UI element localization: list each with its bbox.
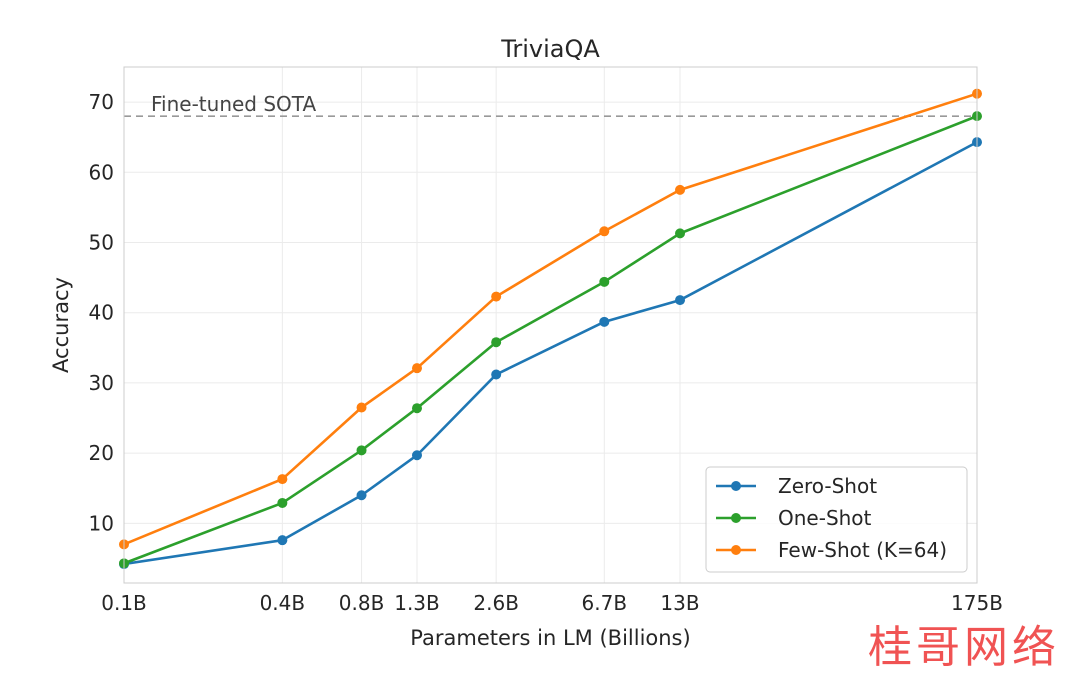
x-tick-label: 0.4B <box>260 591 306 615</box>
y-tick-label: 70 <box>89 90 114 114</box>
data-point-one-shot <box>411 403 422 414</box>
x-axis-ticks: 0.1B 0.4B 0.8B 1.3B 2.6B 6.7B 13B 175B <box>101 591 1003 615</box>
data-point-zero-shot <box>277 535 288 546</box>
data-point-zero-shot <box>675 295 686 306</box>
data-point-few-shot-k-64 <box>277 474 288 485</box>
y-axis-ticks: 10 20 30 40 50 60 70 <box>89 90 114 535</box>
data-point-few-shot-k-64 <box>599 226 610 237</box>
series-line-few-shot-k-64 <box>123 92 978 546</box>
data-point-one-shot <box>356 445 367 456</box>
x-tick-label: 175B <box>951 591 1003 615</box>
data-point-few-shot-k-64 <box>675 184 686 195</box>
x-tick-label: 0.1B <box>101 591 147 615</box>
chart-title: TriviaQA <box>500 35 600 63</box>
reference-line-group: Fine-tuned SOTA <box>124 92 977 117</box>
x-tick-label: 6.7B <box>582 591 628 615</box>
x-tick-label: 2.6B <box>473 591 519 615</box>
series-line-one-shot <box>123 114 978 565</box>
data-point-one-shot <box>599 276 610 287</box>
fine-tuned-sota-label: Fine-tuned SOTA <box>151 92 316 116</box>
x-tick-label: 0.8B <box>339 591 385 615</box>
series <box>119 88 982 570</box>
watermark-text: 桂哥网络 <box>868 622 1060 673</box>
legend-swatch-marker <box>731 545 741 555</box>
x-axis-label: Parameters in LM (Billions) <box>410 626 690 650</box>
y-tick-label: 10 <box>89 511 114 535</box>
legend-swatch-marker <box>731 481 741 491</box>
plot-frame <box>123 66 978 584</box>
series-few-shot-k-64 <box>119 88 982 550</box>
data-point-zero-shot <box>411 450 422 461</box>
y-tick-label: 50 <box>89 231 114 255</box>
series-one-shot <box>119 111 982 569</box>
data-point-few-shot-k-64 <box>411 363 422 374</box>
data-point-few-shot-k-64 <box>356 402 367 413</box>
y-tick-label: 20 <box>89 441 114 465</box>
legend: Zero-Shot One-Shot Few-Shot (K=64) <box>705 466 968 573</box>
legend-label: Zero-Shot <box>778 474 877 498</box>
legend-label: One-Shot <box>778 506 872 530</box>
x-tick-label: 1.3B <box>394 591 440 615</box>
data-point-few-shot-k-64 <box>491 291 502 302</box>
data-point-one-shot <box>277 497 288 508</box>
y-axis-label: Accuracy <box>49 277 73 373</box>
x-tick-label: 13B <box>660 591 699 615</box>
data-point-one-shot <box>675 228 686 239</box>
legend-label: Few-Shot (K=64) <box>778 538 947 562</box>
legend-swatch-marker <box>731 513 741 523</box>
data-point-zero-shot <box>356 490 367 501</box>
data-point-zero-shot <box>599 316 610 327</box>
y-tick-label: 40 <box>89 301 114 325</box>
legend-box <box>705 466 968 573</box>
series-line-zero-shot <box>123 140 978 566</box>
y-tick-label: 60 <box>89 160 114 184</box>
data-point-one-shot <box>491 337 502 348</box>
data-point-zero-shot <box>491 369 502 380</box>
y-tick-label: 30 <box>89 371 114 395</box>
